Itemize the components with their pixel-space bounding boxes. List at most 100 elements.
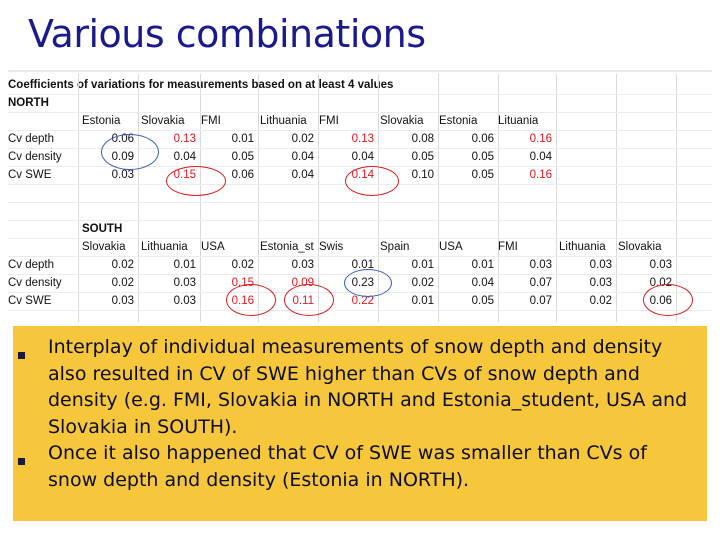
coefficients-table: Coefficients of variations for measureme… <box>8 74 712 322</box>
south-cell: 0.03 <box>529 259 552 271</box>
south-cell: 0.02 <box>231 259 254 271</box>
north-cell: 0.05 <box>471 169 494 181</box>
south-cell: 0.07 <box>529 295 552 307</box>
south-header-3: USA <box>201 241 225 253</box>
south-cell: 0.03 <box>111 295 134 307</box>
north-cell: 0.13 <box>351 133 374 145</box>
south-row-label: Cv SWE <box>8 295 52 307</box>
red-highlight-circle <box>284 284 334 316</box>
bullet-marker <box>18 352 25 359</box>
blue-highlight-circle <box>101 134 159 170</box>
south-header-8: FMI <box>498 241 518 253</box>
north-header-5: FMI <box>319 115 339 127</box>
south-cell: 0.02 <box>411 277 434 289</box>
grid-line <box>8 238 712 239</box>
north-label: NORTH <box>8 97 49 109</box>
south-cell: 0.01 <box>411 259 434 271</box>
south-cell: 0.03 <box>291 259 314 271</box>
north-cell: 0.05 <box>411 151 434 163</box>
north-header-1: Estonia <box>82 115 121 127</box>
south-cell: 0.02 <box>111 259 134 271</box>
north-cell: 0.01 <box>231 133 254 145</box>
grid-line <box>200 74 201 322</box>
north-header-3: FMI <box>201 115 221 127</box>
south-header-9: Lithuania <box>559 241 606 253</box>
north-cell: 0.13 <box>173 133 196 145</box>
grid-line <box>676 74 677 322</box>
north-cell: 0.16 <box>529 169 552 181</box>
north-cell: 0.04 <box>351 151 374 163</box>
north-cell: 0.05 <box>471 151 494 163</box>
south-cell: 0.02 <box>589 295 612 307</box>
north-cell: 0.02 <box>291 133 314 145</box>
south-cell: 0.03 <box>173 295 196 307</box>
north-row-label: Cv density <box>8 151 62 163</box>
grid-line <box>318 74 319 322</box>
red-highlight-circle <box>166 166 226 196</box>
grid-line <box>8 202 712 203</box>
bullet-text: Interplay of individual measurements of … <box>48 336 688 438</box>
grid-line <box>8 94 712 95</box>
south-header-6: Spain <box>380 241 410 253</box>
north-cell: 0.04 <box>291 151 314 163</box>
south-cell: 0.01 <box>173 259 196 271</box>
south-cell: 0.04 <box>471 277 494 289</box>
north-cell: 0.04 <box>173 151 196 163</box>
bullet-marker <box>18 458 25 465</box>
south-header-10: Slovakia <box>618 241 662 253</box>
red-highlight-circle <box>345 166 399 196</box>
south-cell: 0.05 <box>471 295 494 307</box>
south-cell: 0.02 <box>111 277 134 289</box>
north-cell: 0.08 <box>411 133 434 145</box>
south-cell: 0.01 <box>351 259 374 271</box>
north-cell: 0.10 <box>411 169 434 181</box>
south-header-5: Swis <box>319 241 344 253</box>
grid-line <box>498 74 499 322</box>
south-cell: 0.03 <box>173 277 196 289</box>
grid-line <box>258 74 259 322</box>
grid-line <box>8 256 712 257</box>
north-cell: 0.03 <box>111 169 134 181</box>
red-highlight-circle <box>226 284 276 316</box>
south-cell: 0.01 <box>471 259 494 271</box>
north-cell: 0.16 <box>529 133 552 145</box>
south-header-2: Lithuania <box>141 241 188 253</box>
grid-line <box>8 148 712 149</box>
south-cell: 0.22 <box>351 295 374 307</box>
south-cell: 0.07 <box>529 277 552 289</box>
north-cell: 0.06 <box>471 133 494 145</box>
south-cell: 0.03 <box>589 259 612 271</box>
grid-line <box>78 74 79 322</box>
north-cell: 0.04 <box>291 169 314 181</box>
bullet-box: Interplay of individual measurements of … <box>13 326 707 521</box>
south-header-4: Estonia_st <box>260 241 314 253</box>
red-highlight-circle <box>643 284 693 316</box>
grid-line <box>8 130 712 131</box>
north-cell: 0.04 <box>529 151 552 163</box>
north-header-8: Lituania <box>498 115 539 127</box>
north-row-label: Cv SWE <box>8 169 52 181</box>
grid-line <box>8 112 712 113</box>
north-header-6: Slovakia <box>380 115 424 127</box>
south-label: SOUTH <box>82 223 123 235</box>
south-header-7: USA <box>439 241 463 253</box>
north-cell: 0.06 <box>231 169 254 181</box>
south-cell: 0.03 <box>589 277 612 289</box>
south-cell: 0.01 <box>411 295 434 307</box>
north-header-2: Slovakia <box>141 115 185 127</box>
title-divider <box>8 70 712 72</box>
blue-highlight-circle <box>344 269 392 297</box>
north-header-7: Estonia <box>439 115 478 127</box>
grid-line <box>438 74 439 322</box>
north-cell: 0.05 <box>231 151 254 163</box>
north-row-label: Cv depth <box>8 133 55 145</box>
grid-line <box>138 74 139 322</box>
south-row-label: Cv depth <box>8 259 55 271</box>
bullet-text: Once it also happened that CV of SWE was… <box>48 442 647 491</box>
grid-line <box>556 74 557 322</box>
south-cell: 0.03 <box>649 259 672 271</box>
south-header-1: Slovakia <box>82 241 126 253</box>
slide-title: Various combinations <box>28 12 426 56</box>
grid-line <box>8 310 712 311</box>
grid-line <box>378 74 379 322</box>
